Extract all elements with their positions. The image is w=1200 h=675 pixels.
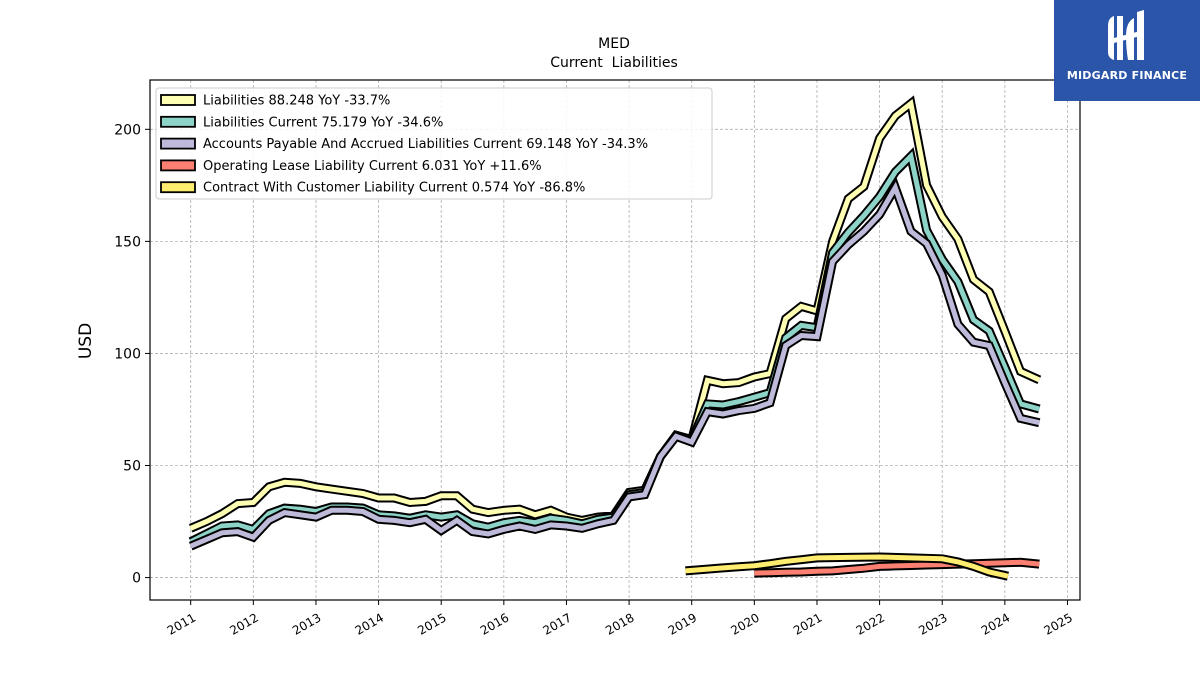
y-tick-label: 200: [114, 122, 141, 138]
legend-swatch: [160, 137, 196, 150]
legend-label: Liabilities Current 75.179 YoY -34.6%: [203, 115, 443, 130]
legend-swatch: [160, 94, 196, 106]
legend-item: Operating Lease Liability Current 6.031 …: [160, 159, 542, 174]
series-lines: [188, 95, 1042, 581]
y-tick-label: 0: [132, 571, 141, 587]
brand-name: MIDGARD FINANCE: [1066, 69, 1188, 82]
y-tick-label: 100: [114, 346, 141, 362]
legend-swatch: [160, 115, 196, 128]
legend-label: Liabilities 88.248 YoY -33.7%: [203, 94, 390, 109]
legend-label: Accounts Payable And Accrued Liabilities…: [203, 137, 648, 152]
brand-logo-panel: MIDGARD FINANCE: [1054, 0, 1200, 101]
legend-item: Contract With Customer Liability Current…: [160, 181, 585, 196]
y-tick-label: 150: [114, 234, 141, 250]
series-line: [754, 559, 1040, 576]
series-4: [754, 557, 1040, 578]
legend-swatch: [160, 181, 196, 194]
series-line: [189, 181, 1040, 549]
y-axis: 0 50 100 150 200: [114, 122, 150, 587]
legend-label: Contract With Customer Liability Current…: [203, 181, 585, 196]
legend-item: Liabilities 88.248 YoY -33.7%: [160, 94, 390, 109]
chart-title: MED: [598, 36, 630, 52]
legend: Liabilities 88.248 YoY -33.7% Liabilities…: [155, 87, 713, 200]
legend-item: Accounts Payable And Accrued Liabilities…: [160, 137, 648, 152]
legend-item: Liabilities Current 75.179 YoY -34.6%: [160, 115, 443, 130]
legend-label: Operating Lease Liability Current 6.031 …: [203, 159, 542, 174]
series-3: [188, 176, 1041, 551]
series-5: [685, 552, 1009, 581]
legend-swatch: [160, 159, 196, 172]
brand-logo-icon: [1108, 10, 1144, 60]
plot-frame: [149, 79, 1081, 601]
chart-subtitle: Current Liabilities: [550, 55, 678, 71]
y-tick-label: 50: [123, 459, 141, 475]
y-axis-label: USD: [76, 323, 96, 359]
legend-box: [155, 87, 713, 200]
series-line: [685, 554, 1009, 579]
